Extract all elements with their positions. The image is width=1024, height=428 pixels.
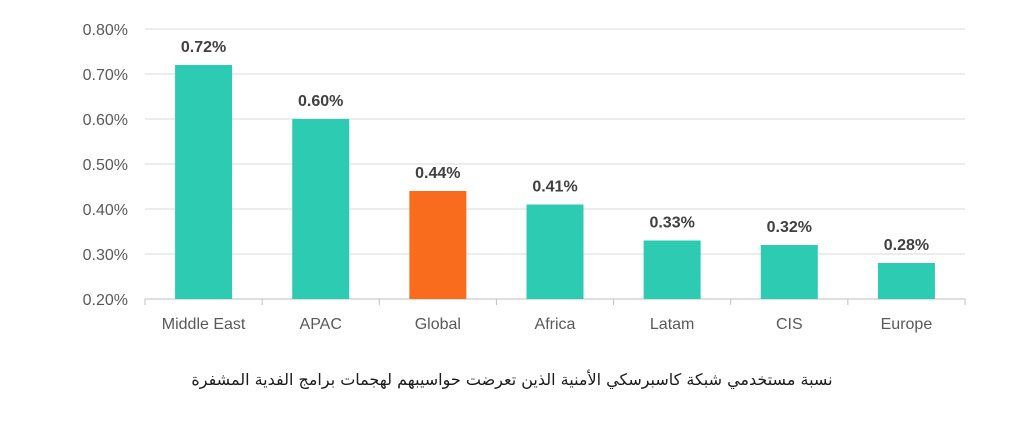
data-label: 0.33% — [649, 215, 694, 232]
y-tick-label: 0.40% — [83, 202, 128, 219]
data-label: 0.44% — [415, 165, 460, 182]
gridlines — [145, 28, 965, 255]
x-category-label: Europe — [881, 316, 933, 333]
y-tick-label: 0.70% — [83, 67, 128, 84]
bars — [175, 65, 935, 299]
bar-middle-east — [175, 65, 233, 299]
data-label: 0.41% — [532, 179, 577, 196]
bar-global — [409, 191, 467, 299]
y-tick-label: 0.80% — [83, 22, 128, 39]
axes — [144, 298, 966, 305]
bar-chart: 0.20% 0.30% 0.40% 0.50% 0.60% 0.70% 0.80% 0.72%… — [83, 22, 966, 333]
chart-caption: نسبة مستخدمي شبكة كاسبرسكي الأمنية الذين… — [191, 370, 833, 389]
data-label: 0.28% — [884, 237, 929, 254]
y-tick-label: 0.20% — [83, 292, 128, 309]
bar-cis — [760, 245, 818, 299]
bar-europe — [877, 263, 935, 299]
bar-africa — [526, 204, 584, 299]
x-category-label: CIS — [776, 316, 803, 333]
bar-latam — [643, 240, 701, 299]
labels: 0.20% 0.30% 0.40% 0.50% 0.60% 0.70% 0.80% 0.72%… — [83, 22, 933, 333]
data-label: 0.72% — [181, 39, 226, 56]
x-category-label: Latam — [650, 316, 694, 333]
bar-apac — [292, 119, 350, 299]
x-category-label: APAC — [300, 316, 342, 333]
data-label: 0.60% — [298, 93, 343, 110]
y-tick-label: 0.60% — [83, 112, 128, 129]
y-tick-label: 0.50% — [83, 157, 128, 174]
data-label: 0.32% — [767, 219, 812, 236]
x-category-label: Africa — [535, 316, 576, 333]
y-tick-label: 0.30% — [83, 247, 128, 264]
x-category-label: Middle East — [162, 316, 246, 333]
x-category-label: Global — [415, 316, 461, 333]
